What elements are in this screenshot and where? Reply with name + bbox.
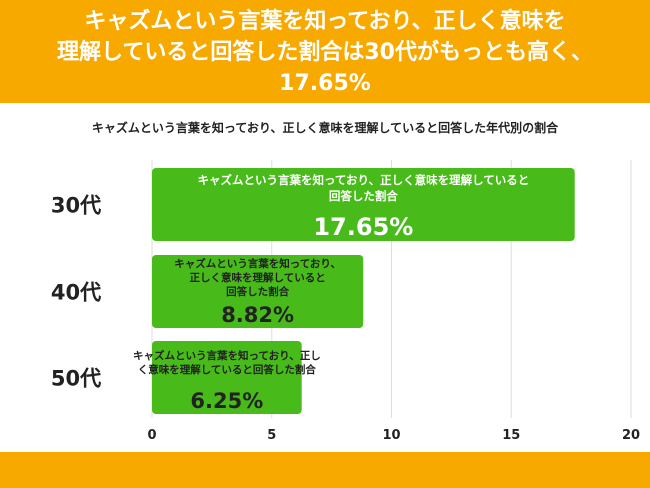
header-line-1: キャズムという言葉を知っており、正しく意味を bbox=[84, 9, 566, 34]
category-label: 30代 bbox=[51, 194, 101, 218]
category-label: 40代 bbox=[51, 281, 101, 305]
header-line-2: 理解していると回答した割合は30代がもっとも高く、 bbox=[57, 40, 593, 65]
x-tick-label: 20 bbox=[622, 428, 640, 443]
x-tick-label: 5 bbox=[267, 428, 276, 443]
bar-label: キャズムという言葉を知っており、 bbox=[174, 257, 341, 270]
value-label: 8.82% bbox=[221, 303, 294, 327]
header-banner: キャズムという言葉を知っており、正しく意味を 理解していると回答した割合は30代… bbox=[0, 0, 650, 103]
bar-label: 正しく意味を理解していると bbox=[190, 271, 326, 284]
chart-title: キャズムという言葉を知っており、正しく意味を理解していると回答した年代別の割合 bbox=[91, 121, 559, 135]
bar-label: キャズムという言葉を知っており、正しく意味を理解していると bbox=[197, 173, 529, 187]
bar-label: 回答した割合 bbox=[329, 189, 398, 203]
x-tick-label: 15 bbox=[502, 428, 520, 443]
value-label: 17.65% bbox=[313, 213, 413, 241]
bar bbox=[152, 341, 302, 414]
bar-label: く意味を理解していると回答した割合 bbox=[138, 363, 317, 376]
header-line-3: 17.65% bbox=[279, 71, 371, 96]
bar bbox=[152, 168, 575, 241]
x-tick-label: 0 bbox=[147, 428, 156, 443]
value-label: 6.25% bbox=[190, 389, 263, 413]
footer-banner bbox=[0, 452, 650, 488]
bar-label: キャズムという言葉を知っており、正し bbox=[133, 349, 321, 362]
x-tick-label: 10 bbox=[382, 428, 400, 443]
bar-label: 回答した割合 bbox=[226, 285, 289, 298]
category-label: 50代 bbox=[51, 367, 101, 391]
bar bbox=[152, 255, 364, 328]
